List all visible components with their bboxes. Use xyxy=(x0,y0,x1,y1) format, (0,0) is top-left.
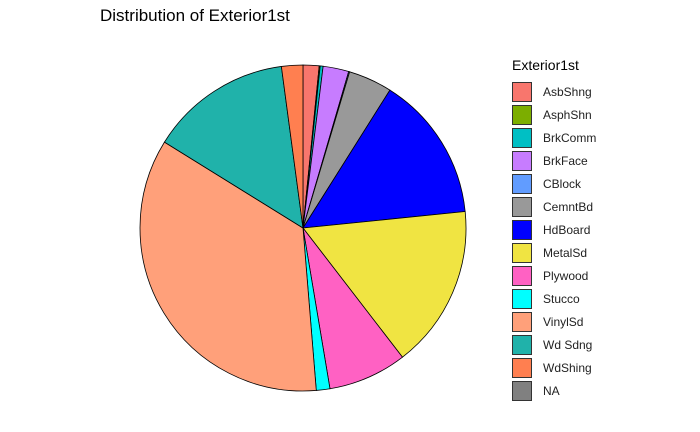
legend-label: CBlock xyxy=(543,176,582,191)
legend-title: Exterior1st xyxy=(512,57,579,73)
legend-item-stucco: Stucco xyxy=(512,287,596,310)
legend-label: Wd Sdng xyxy=(543,337,593,352)
legend-label: Stucco xyxy=(543,291,580,306)
legend-item-wd-sdng: Wd Sdng xyxy=(512,333,596,356)
legend-swatch xyxy=(512,242,532,263)
legend-label: BrkFace xyxy=(543,153,588,168)
legend-label: BrkComm xyxy=(543,130,597,145)
legend-item-metalsd: MetalSd xyxy=(512,241,596,264)
legend-label: MetalSd xyxy=(543,245,588,260)
pie-slice-hdboard xyxy=(302,89,466,229)
legend-items: AsbShng AsphShn BrkComm BrkFace CBlock CemntB… xyxy=(512,80,596,402)
legend-item-asbshng: AsbShng xyxy=(512,80,596,103)
legend-item-hdboard: HdBoard xyxy=(512,218,596,241)
legend-swatch xyxy=(512,380,532,401)
legend-swatch xyxy=(512,334,532,355)
pie-slice-vinylsd xyxy=(139,141,317,392)
legend-item-wdshing: WdShing xyxy=(512,356,596,379)
legend-item-plywood: Plywood xyxy=(512,264,596,287)
legend-label: AsbShng xyxy=(543,84,592,99)
legend-label: AsphShn xyxy=(543,107,592,122)
legend-swatch xyxy=(512,104,532,125)
legend-swatch xyxy=(512,265,532,286)
legend-label: WdShing xyxy=(543,360,592,375)
chart-title: Distribution of Exterior1st xyxy=(100,6,290,25)
pie-slice-metalsd xyxy=(302,211,467,358)
legend-item-na: NA xyxy=(512,379,596,402)
legend-swatch xyxy=(512,357,532,378)
pie-slice-wdshing xyxy=(280,64,304,229)
legend-label: HdBoard xyxy=(543,222,591,237)
legend-label: VinylSd xyxy=(543,314,584,329)
legend-swatch xyxy=(512,150,532,171)
pie-slice-wd-sdng xyxy=(163,65,304,229)
legend-item-cemntbd: CemntBd xyxy=(512,195,596,218)
legend-item-brkcomm: BrkComm xyxy=(512,126,596,149)
legend-swatch xyxy=(512,173,532,194)
legend-label: CemntBd xyxy=(543,199,594,214)
legend-item-vinylsd: VinylSd xyxy=(512,310,596,333)
legend-item-cblock: CBlock xyxy=(512,172,596,195)
legend: Exterior1st AsbShng AsphShn BrkComm BrkFace… xyxy=(512,57,596,402)
legend-label: NA xyxy=(543,383,560,398)
legend-swatch xyxy=(512,288,532,309)
legend-swatch xyxy=(512,196,532,217)
pie-slices xyxy=(139,64,467,392)
legend-item-asphshn: AsphShn xyxy=(512,103,596,126)
legend-item-brkface: BrkFace xyxy=(512,149,596,172)
legend-label: Plywood xyxy=(543,268,589,283)
legend-swatch xyxy=(512,219,532,240)
legend-swatch xyxy=(512,127,532,148)
legend-swatch xyxy=(512,311,532,332)
legend-swatch xyxy=(512,81,532,102)
